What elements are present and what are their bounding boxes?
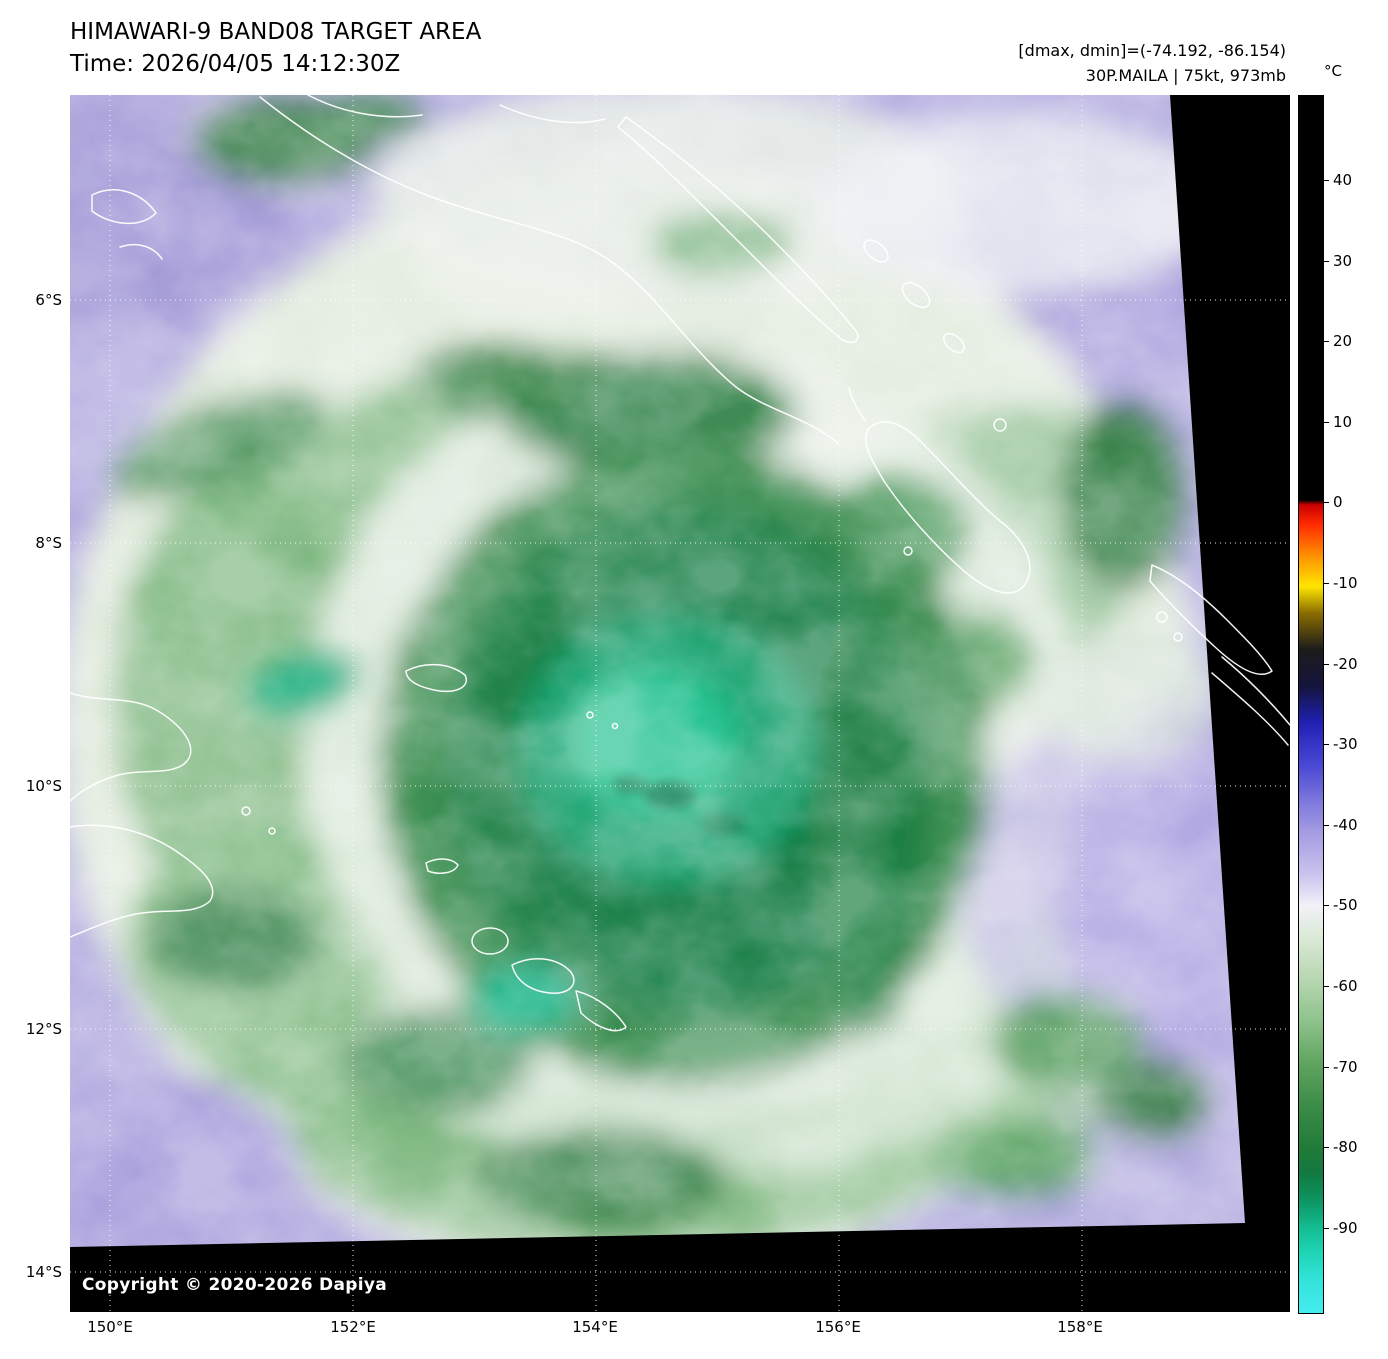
storm-info: 30P.MAILA | 75kt, 973mb	[1085, 66, 1286, 85]
tick-mark	[1323, 260, 1329, 262]
colorbar-tick: -30	[1323, 735, 1358, 753]
colorbar-tick: -20	[1323, 655, 1358, 673]
cloud-noise-texture	[70, 95, 1290, 1312]
lat-label: 10°S	[25, 777, 62, 795]
lon-label: 154°E	[572, 1318, 618, 1336]
colorbar-tick: -40	[1323, 816, 1358, 834]
colorbar-tick: 10	[1323, 413, 1352, 431]
lon-label: 150°E	[87, 1318, 133, 1336]
lon-label: 158°E	[1057, 1318, 1103, 1336]
colorbar-tick-label: 0	[1333, 493, 1343, 511]
tick-mark	[1323, 421, 1329, 423]
title-block: HIMAWARI-9 BAND08 TARGET AREA Time: 2026…	[70, 16, 481, 80]
colorbar-tick-label: -20	[1333, 655, 1358, 673]
tick-mark	[1323, 340, 1329, 342]
tick-mark	[1323, 582, 1329, 584]
copyright-text: Copyright © 2020-2026 Dapiya	[82, 1275, 387, 1295]
satellite-map: Copyright © 2020-2026 Dapiya	[70, 95, 1290, 1312]
tick-mark	[1323, 743, 1329, 745]
colorbar-tick-label: 20	[1333, 332, 1353, 350]
page-title: HIMAWARI-9 BAND08 TARGET AREA	[70, 19, 482, 45]
colorbar-tick-label: -60	[1333, 977, 1358, 995]
tick-mark	[1323, 663, 1329, 665]
tick-mark	[1323, 501, 1329, 503]
colorbar-tick-label: 10	[1333, 413, 1353, 431]
dmax-dmin-readout: [dmax, dmin]=(-74.192, -86.154)	[1018, 41, 1286, 60]
colorbar-tick: -60	[1323, 977, 1358, 995]
timestamp: Time: 2026/04/05 14:12:30Z	[70, 51, 401, 77]
temperature-colorbar	[1298, 95, 1324, 1314]
colorbar-tick: 30	[1323, 252, 1352, 270]
colorbar-tick-label: 30	[1333, 252, 1353, 270]
tick-mark	[1323, 985, 1329, 987]
colorbar-tick: -80	[1323, 1138, 1358, 1156]
tick-mark	[1323, 1227, 1329, 1229]
colorbar-tick: -10	[1323, 574, 1358, 592]
colorbar-unit-label: °C	[1324, 62, 1342, 80]
colorbar-tick: 20	[1323, 332, 1352, 350]
colorbar-tick-label: -90	[1333, 1219, 1358, 1237]
lat-label: 14°S	[25, 1263, 62, 1281]
colorbar-tick-label: -50	[1333, 896, 1358, 914]
colorbar-tick: -50	[1323, 896, 1358, 914]
colorbar-tick-label: 40	[1333, 171, 1353, 189]
colorbar-tick-label: -70	[1333, 1058, 1358, 1076]
tick-mark	[1323, 1066, 1329, 1068]
colorbar-tick-label: -40	[1333, 816, 1358, 834]
tick-mark	[1323, 824, 1329, 826]
colorbar-tick: -90	[1323, 1219, 1358, 1237]
colorbar-tick: -70	[1323, 1058, 1358, 1076]
colorbar-tick: 0	[1323, 493, 1343, 511]
tick-mark	[1323, 904, 1329, 906]
colorbar-tick-label: -80	[1333, 1138, 1358, 1156]
lat-label: 6°S	[35, 291, 62, 309]
lat-label: 8°S	[35, 534, 62, 552]
colorbar-tick-label: -10	[1333, 574, 1358, 592]
lon-label: 152°E	[330, 1318, 376, 1336]
colorbar-tick: 40	[1323, 171, 1352, 189]
lon-label: 156°E	[815, 1318, 861, 1336]
tick-mark	[1323, 1146, 1329, 1148]
graticule	[70, 95, 1290, 1312]
satellite-image	[70, 95, 1290, 1312]
lat-label: 12°S	[25, 1020, 62, 1038]
coastlines	[70, 95, 1290, 1032]
tick-mark	[1323, 179, 1329, 181]
header-right: [dmax, dmin]=(-74.192, -86.154) 30P.MAIL…	[1018, 38, 1286, 88]
colorbar-tick-label: -30	[1333, 735, 1358, 753]
